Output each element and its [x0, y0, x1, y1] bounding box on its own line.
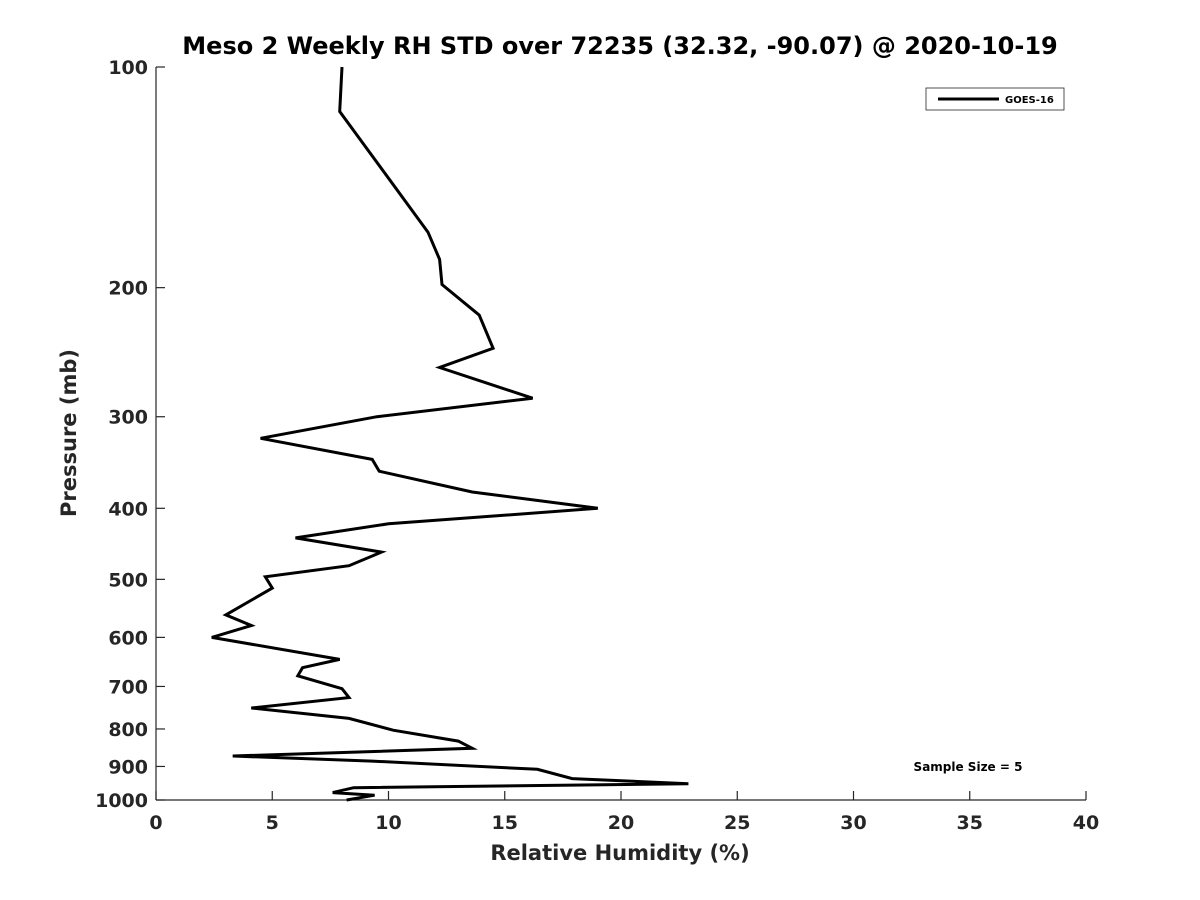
series-line-goes-16: [211, 66, 689, 802]
legend: GOES-16: [925, 87, 1065, 111]
x-tick-label: 25: [724, 812, 750, 834]
x-axis-label: Relative Humidity (%): [490, 841, 749, 865]
y-tick-label: 1000: [95, 790, 148, 812]
y-tick-label: 200: [108, 278, 148, 300]
x-tick-label: 15: [492, 812, 518, 834]
y-tick-label: 400: [108, 498, 148, 520]
legend-label-goes-16: GOES-16: [1005, 95, 1054, 106]
sample-size-annotation: Sample Size = 5: [914, 760, 1023, 774]
x-tick-label: 40: [1073, 812, 1099, 834]
y-axis-label: Pressure (mb): [57, 349, 81, 517]
x-tick-label: 10: [375, 812, 401, 834]
x-tick-label: 5: [266, 812, 279, 834]
x-ticks: 0 5 10 15 20 25 30 35 40: [149, 791, 1099, 834]
y-tick-label: 800: [108, 719, 148, 741]
series-group: [211, 66, 689, 802]
y-tick-label: 700: [108, 676, 148, 698]
y-ticks: 100 200 300 400 500 600 700 800 900 1000: [95, 57, 165, 812]
y-tick-label: 100: [108, 57, 148, 79]
x-tick-label: 0: [149, 812, 162, 834]
x-tick-label: 35: [957, 812, 983, 834]
chart-title: Meso 2 Weekly RH STD over 72235 (32.32, …: [182, 32, 1057, 60]
y-tick-label: 900: [108, 756, 148, 778]
x-tick-label: 30: [840, 812, 866, 834]
y-tick-label: 300: [108, 407, 148, 429]
axes: [155, 67, 1086, 801]
y-tick-label: 600: [108, 627, 148, 649]
y-tick-label: 500: [108, 569, 148, 591]
x-tick-label: 20: [608, 812, 634, 834]
